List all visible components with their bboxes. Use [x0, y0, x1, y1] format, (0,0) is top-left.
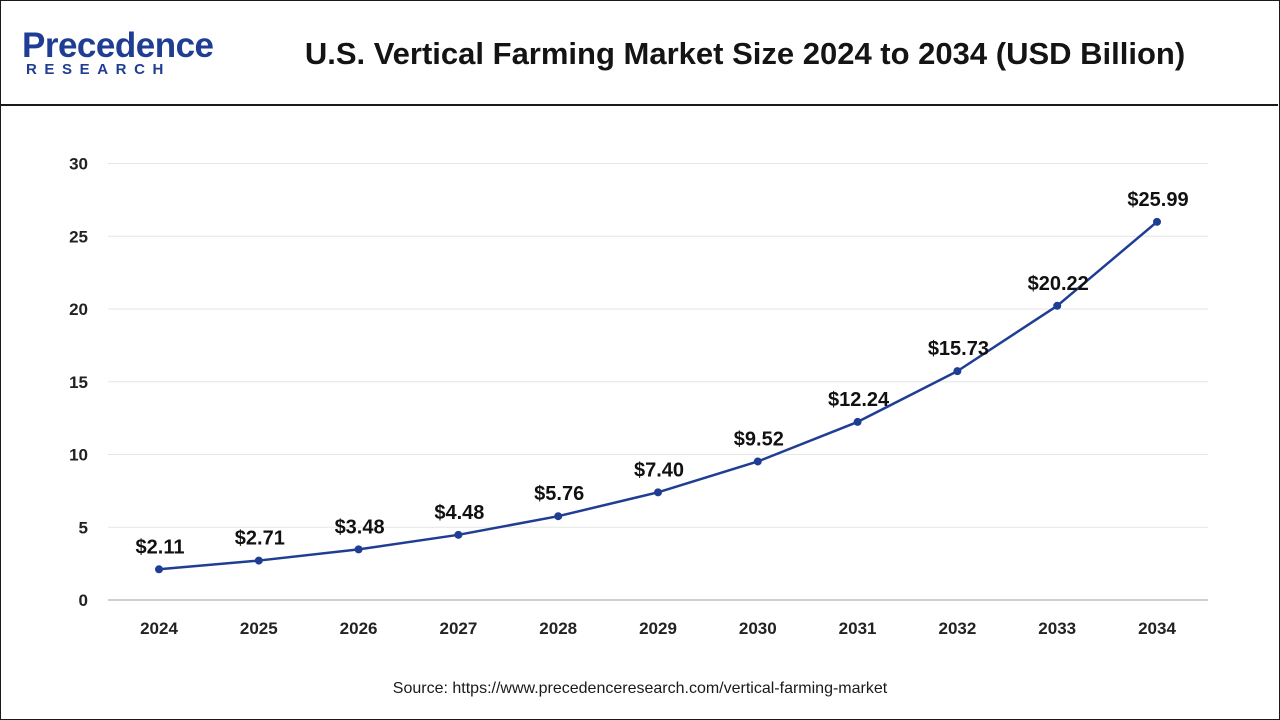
x-tick-label: 2034	[1138, 619, 1176, 638]
data-point	[554, 512, 563, 521]
data-label: $5.76	[534, 483, 584, 505]
data-label: $3.48	[335, 516, 385, 538]
data-label: $2.71	[235, 528, 285, 550]
data-labels: $2.11 $2.71 $3.48 $4.48 $5.76 $7.40 $9.52 $12.2…	[136, 189, 1189, 558]
data-label: $2.11	[136, 536, 185, 558]
data-point	[254, 556, 263, 565]
x-tick-label: 2033	[1038, 619, 1076, 638]
y-axis-ticks: 0 5 10 15 20 25 30	[69, 155, 88, 611]
data-point	[354, 545, 363, 554]
data-point	[1053, 301, 1062, 310]
series-line	[158, 220, 1158, 571]
x-tick-label: 2027	[439, 619, 477, 638]
data-point	[654, 488, 662, 497]
source-note: Source: https://www.precedenceresearch.c…	[392, 680, 888, 697]
x-tick-label: 2030	[739, 619, 777, 638]
chart-header: Precedence RESEARCH U.S. Vertical Farmin…	[0, 0, 1278, 106]
data-point	[155, 565, 163, 574]
x-tick-label: 2032	[938, 619, 976, 638]
y-tick-label: 0	[79, 591, 88, 610]
data-label: $4.48	[434, 502, 484, 524]
x-tick-label: 2026	[340, 619, 378, 638]
logo-subtext: RESEARCH	[26, 61, 171, 78]
x-axis-ticks: 2024 2025 2026 2027 2028 2029 2030 2031 2032 2033…	[140, 619, 1176, 638]
chart-title: U.S. Vertical Farming Market Size 2024 t…	[304, 36, 1186, 71]
x-tick-label: 2029	[639, 619, 677, 638]
y-tick-label: 10	[69, 446, 88, 465]
y-grid	[108, 163, 1208, 528]
y-tick-label: 15	[69, 373, 88, 392]
x-tick-label: 2025	[240, 619, 278, 638]
data-point	[753, 457, 762, 466]
data-label: $20.22	[1028, 273, 1089, 295]
data-label: $7.40	[634, 459, 684, 481]
y-tick-label: 5	[79, 518, 88, 537]
x-tick-label: 2024	[140, 619, 178, 638]
data-point	[1153, 217, 1161, 226]
data-point	[853, 417, 862, 426]
data-point	[953, 367, 962, 376]
data-point	[454, 530, 463, 539]
data-label: $12.24	[828, 389, 890, 411]
precedence-research-logo: Precedence RESEARCH	[22, 26, 222, 86]
data-label: $25.99	[1127, 189, 1188, 211]
y-tick-label: 20	[69, 300, 88, 319]
x-tick-label: 2031	[839, 619, 877, 638]
y-tick-label: 25	[69, 227, 88, 246]
y-tick-label: 30	[69, 155, 88, 174]
data-label: $15.73	[928, 338, 989, 360]
data-label: $9.52	[734, 428, 784, 450]
logo-wordmark: Precedence	[22, 26, 214, 65]
x-tick-label: 2028	[539, 619, 577, 638]
data-points	[155, 217, 1161, 574]
